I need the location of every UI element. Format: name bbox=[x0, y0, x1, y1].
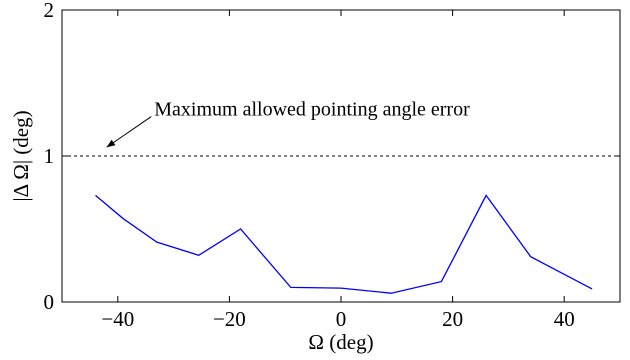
x-tick-label: 0 bbox=[336, 307, 347, 331]
annotation-text: Maximum allowed pointing angle error bbox=[154, 99, 470, 121]
series-line bbox=[95, 194, 593, 294]
y-tick-label: 2 bbox=[44, 0, 55, 22]
y-axis-label: |Δ Ω| (deg) bbox=[9, 110, 33, 201]
annotation-arrow-head bbox=[106, 139, 116, 148]
series-group bbox=[95, 194, 593, 294]
x-tick-label: 20 bbox=[442, 307, 463, 331]
x-tick-label: 40 bbox=[554, 307, 575, 331]
x-tick-label: −20 bbox=[213, 307, 246, 331]
annotation-arrow-shaft bbox=[106, 116, 152, 148]
ticks: −40 −20 0 20 40 0 1 2 bbox=[44, 0, 620, 331]
x-tick-label: −40 bbox=[101, 307, 134, 331]
x-axis-label: Ω (deg) bbox=[308, 330, 373, 354]
annotation-group: Maximum allowed pointing angle error bbox=[106, 99, 470, 148]
y-tick-label: 0 bbox=[44, 290, 55, 314]
y-tick-label: 1 bbox=[44, 144, 55, 168]
